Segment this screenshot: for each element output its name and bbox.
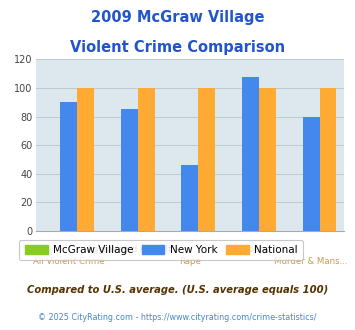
Text: Aggravated Assault: Aggravated Assault: [87, 245, 171, 254]
Text: © 2025 CityRating.com - https://www.cityrating.com/crime-statistics/: © 2025 CityRating.com - https://www.city…: [38, 313, 317, 322]
Bar: [77, 88, 94, 231]
Text: Compared to U.S. average. (U.S. average equals 100): Compared to U.S. average. (U.S. average …: [27, 285, 328, 295]
Legend: McGraw Village, New York, National: McGraw Village, New York, National: [20, 240, 302, 260]
Bar: [320, 88, 337, 231]
Bar: [121, 110, 138, 231]
Bar: [242, 77, 259, 231]
Text: All Violent Crime: All Violent Crime: [33, 257, 105, 266]
Text: Murder & Mans...: Murder & Mans...: [274, 257, 348, 266]
Bar: [138, 88, 155, 231]
Bar: [181, 165, 198, 231]
Text: Robbery: Robbery: [233, 245, 268, 254]
Text: Violent Crime Comparison: Violent Crime Comparison: [70, 40, 285, 54]
Bar: [259, 88, 276, 231]
Text: 2009 McGraw Village: 2009 McGraw Village: [91, 10, 264, 25]
Bar: [60, 102, 77, 231]
Bar: [302, 116, 320, 231]
Bar: [198, 88, 215, 231]
Text: Rape: Rape: [179, 257, 201, 266]
